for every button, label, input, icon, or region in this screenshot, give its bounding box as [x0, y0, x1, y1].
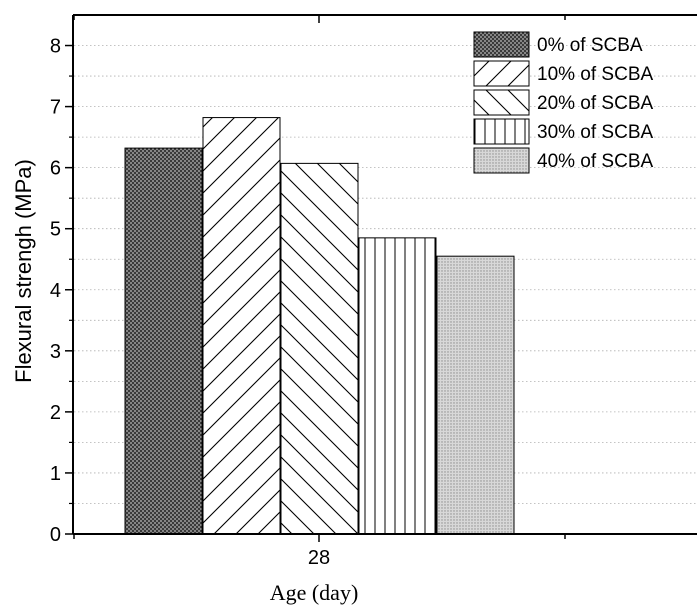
- bar-0-of-scba: [124, 147, 203, 535]
- axes: 0 1 2 3 4 5 6 7 8 28: [50, 14, 697, 569]
- y-tick-label: 4: [50, 280, 61, 302]
- legend-swatch: [473, 89, 530, 116]
- legend: 0% of SCBA 10% of SCBA 20% of SCBA 30% of S…: [473, 31, 653, 174]
- y-tick-label: 2: [50, 402, 61, 424]
- legend-swatch: [473, 118, 530, 145]
- x-axis-label: Age (day): [270, 580, 359, 605]
- bar-10-of-scba: [202, 117, 281, 535]
- y-axis-label: Flexural strengh (MPa): [11, 159, 36, 383]
- y-tick-label: 8: [50, 36, 61, 58]
- legend-label: 20% of SCBA: [537, 93, 653, 114]
- y-tick-label: 3: [50, 341, 61, 363]
- y-tick-label: 6: [50, 158, 61, 180]
- legend-label: 30% of SCBA: [537, 122, 653, 143]
- legend-label: 40% of SCBA: [537, 151, 653, 172]
- legend-swatch: [473, 60, 530, 87]
- bars: [124, 117, 515, 535]
- legend-label: 10% of SCBA: [537, 64, 653, 85]
- x-tick-label: 28: [308, 547, 330, 569]
- y-tick-label: 0: [50, 524, 61, 546]
- legend-label: 0% of SCBA: [537, 35, 643, 56]
- legend-swatch: [473, 31, 530, 58]
- y-tick-label: 7: [50, 97, 61, 119]
- y-tick-label: 1: [50, 463, 61, 485]
- legend-swatch: [473, 147, 530, 174]
- bar-20-of-scba: [280, 162, 359, 535]
- bar-40-of-scba: [436, 255, 515, 535]
- bar-30-of-scba: [358, 237, 437, 535]
- y-tick-label: 5: [50, 219, 61, 241]
